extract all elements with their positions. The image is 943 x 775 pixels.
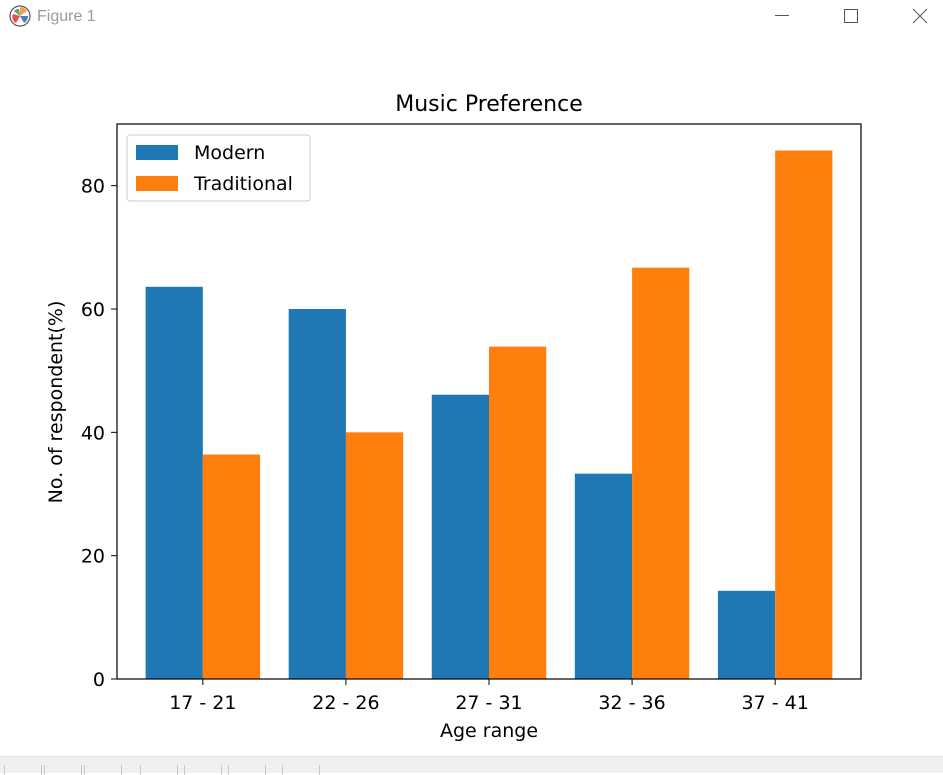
maximize-button[interactable] xyxy=(828,0,874,32)
legend: Modern Traditional xyxy=(126,134,311,202)
bar-modern-5 xyxy=(717,590,776,679)
save-button[interactable] xyxy=(282,765,320,775)
close-button[interactable] xyxy=(897,0,943,32)
x-axis-label: Age range xyxy=(440,720,538,742)
x-tick-label: 32 - 36 xyxy=(598,692,665,714)
bar-traditional-5 xyxy=(775,150,833,679)
y-tick-label: 80 xyxy=(81,176,105,198)
window-title: Figure 1 xyxy=(37,8,96,25)
close-icon xyxy=(912,8,928,24)
legend-swatch-modern xyxy=(136,145,178,160)
y-axis: 0 20 40 60 80 xyxy=(81,176,117,691)
y-tick-label: 0 xyxy=(93,669,105,691)
window-titlebar: Figure 1 xyxy=(0,0,943,34)
minimize-button[interactable] xyxy=(759,0,805,32)
x-axis: 17 - 21 22 - 26 27 - 31 32 - 36 37 - 41 xyxy=(169,679,809,714)
y-tick-label: 40 xyxy=(81,422,105,444)
x-tick-label: 37 - 41 xyxy=(742,692,809,714)
pan-button[interactable] xyxy=(140,765,178,775)
figure-canvas: 17 - 21 22 - 26 27 - 31 32 - 36 37 - 41 0 20 4… xyxy=(0,34,943,756)
bar-traditional-1 xyxy=(202,454,261,679)
legend-swatch-traditional xyxy=(136,176,178,191)
bar-modern-4 xyxy=(574,473,633,679)
x-tick-label: 17 - 21 xyxy=(169,692,236,714)
forward-button[interactable] xyxy=(84,765,122,775)
x-tick-label: 22 - 26 xyxy=(312,692,379,714)
maximize-icon xyxy=(844,9,858,23)
bar-modern-2 xyxy=(288,309,346,679)
bar-modern-3 xyxy=(431,394,489,679)
legend-label-modern: Modern xyxy=(194,142,265,164)
matplotlib-icon xyxy=(9,5,31,27)
back-button[interactable] xyxy=(44,765,82,775)
y-tick-label: 60 xyxy=(81,299,105,321)
bar-chart: 17 - 21 22 - 26 27 - 31 32 - 36 37 - 41 0 20 4… xyxy=(45,92,862,742)
bar-traditional-2 xyxy=(345,432,404,679)
bar-traditional-4 xyxy=(632,267,690,679)
y-axis-label: No. of respondent(%) xyxy=(45,301,67,504)
y-tick-label: 20 xyxy=(81,546,105,568)
x-tick-label: 27 - 31 xyxy=(455,692,522,714)
zoom-button[interactable] xyxy=(184,765,222,775)
legend-label-traditional: Traditional xyxy=(193,173,293,195)
bar-traditional-3 xyxy=(489,346,547,679)
navigation-toolbar xyxy=(0,756,943,775)
chart-title: Music Preference xyxy=(395,92,583,117)
configure-button[interactable] xyxy=(228,765,266,775)
minimize-icon xyxy=(775,15,789,16)
bar-modern-1 xyxy=(145,286,203,679)
home-button[interactable] xyxy=(4,765,42,775)
bars-layer xyxy=(145,150,833,679)
